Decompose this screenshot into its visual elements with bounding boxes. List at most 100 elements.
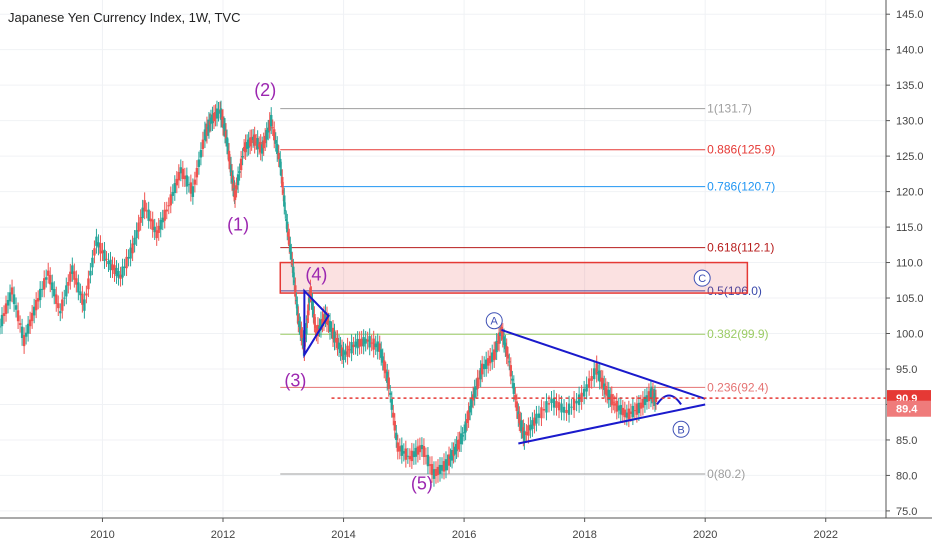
candle-body — [525, 431, 528, 435]
grid — [0, 0, 886, 518]
candle-body — [560, 403, 563, 413]
candle-body — [426, 454, 430, 467]
candle-body — [81, 293, 84, 305]
wave-label: (3) — [284, 371, 306, 391]
candle-body — [402, 451, 406, 454]
candle-body — [545, 401, 548, 413]
candle-body — [613, 403, 616, 406]
candle-body — [99, 243, 102, 254]
candle-body — [473, 387, 476, 398]
candle-body — [354, 341, 357, 347]
candle-body — [404, 448, 408, 460]
candle-body — [565, 409, 568, 414]
x-tick-label: 2018 — [572, 529, 596, 541]
chart-title: Japanese Yen Currency Index, 1W, TVC — [8, 10, 241, 25]
candle-body — [436, 466, 440, 475]
candle-body — [456, 439, 460, 450]
candle-body — [434, 469, 438, 476]
candle-body — [412, 451, 416, 458]
candle-body — [228, 161, 232, 165]
candle-body — [374, 343, 377, 348]
candle-body — [344, 351, 347, 355]
candle-body — [0, 326, 2, 328]
candle-body — [491, 352, 494, 362]
candle-body — [45, 277, 48, 280]
candle-body — [645, 395, 649, 402]
candle-body — [637, 402, 641, 414]
candle-body — [600, 377, 603, 382]
candle-body — [203, 129, 207, 141]
candle-body — [265, 130, 268, 140]
candle-body — [494, 349, 497, 352]
candle-body — [321, 318, 324, 325]
candle-body — [145, 210, 148, 212]
candle-body — [38, 288, 42, 301]
candle-body — [235, 185, 238, 190]
x-tick-label: 2012 — [211, 529, 235, 541]
candle-body — [155, 230, 158, 239]
candle-body — [253, 134, 256, 146]
price-badge-bg — [887, 400, 931, 417]
candle-body — [14, 305, 18, 310]
candle-body — [506, 354, 510, 359]
circle-label-text: C — [698, 273, 706, 285]
candle-body — [383, 360, 386, 371]
candle-body — [293, 280, 296, 283]
candle-body — [381, 356, 384, 363]
y-tick-label: 110.0 — [896, 258, 923, 270]
candle-body — [442, 461, 446, 472]
candle-body — [337, 342, 341, 350]
candle-body — [651, 390, 655, 402]
candle-body — [585, 384, 588, 392]
circle-label-text: B — [677, 424, 684, 436]
x-tick-label: 2010 — [90, 529, 114, 541]
candle-body — [244, 142, 247, 153]
circle-label-text: A — [491, 316, 499, 328]
candle-body — [395, 432, 398, 441]
candle-body — [274, 140, 277, 144]
candle-body — [408, 456, 412, 460]
candle-body — [236, 174, 240, 186]
candle-body — [4, 303, 8, 314]
candle-body — [422, 446, 426, 458]
candle-body — [393, 420, 396, 431]
candle-body — [479, 368, 482, 380]
candle-body — [87, 278, 90, 290]
circle-marker — [672, 420, 690, 438]
candle-body — [187, 184, 191, 186]
candle-body — [458, 439, 461, 445]
candle-body — [296, 304, 299, 316]
candle-body — [376, 341, 379, 352]
candle-body — [167, 205, 170, 207]
candle-body — [444, 459, 448, 471]
candle-body — [635, 403, 639, 415]
candle-body — [223, 125, 227, 136]
wave4-triangle — [303, 288, 330, 359]
candle-body — [147, 209, 150, 221]
candle-body — [328, 320, 332, 332]
candle-body — [567, 403, 571, 415]
candle-body — [248, 137, 252, 147]
candle-body — [615, 400, 618, 412]
candle-body — [400, 445, 404, 456]
candle-body — [606, 389, 609, 396]
candle-body — [447, 454, 451, 466]
candle-body — [362, 337, 365, 347]
candle-body — [598, 370, 601, 382]
candle-body — [489, 355, 492, 364]
candle-body — [259, 141, 262, 153]
candle-body — [647, 391, 651, 402]
candle-body — [85, 293, 88, 296]
candle-body — [61, 299, 64, 311]
candle-body — [398, 446, 402, 452]
candle-body — [40, 288, 44, 290]
candle-body — [535, 413, 538, 424]
candle-body — [217, 109, 220, 114]
candle-body — [595, 363, 598, 375]
fib-level-label: 0(80.2) — [707, 467, 745, 481]
candle-body — [201, 139, 205, 149]
candle-body — [28, 319, 32, 327]
y-tick-label: 80.0 — [896, 470, 917, 482]
candle-body — [360, 338, 363, 347]
